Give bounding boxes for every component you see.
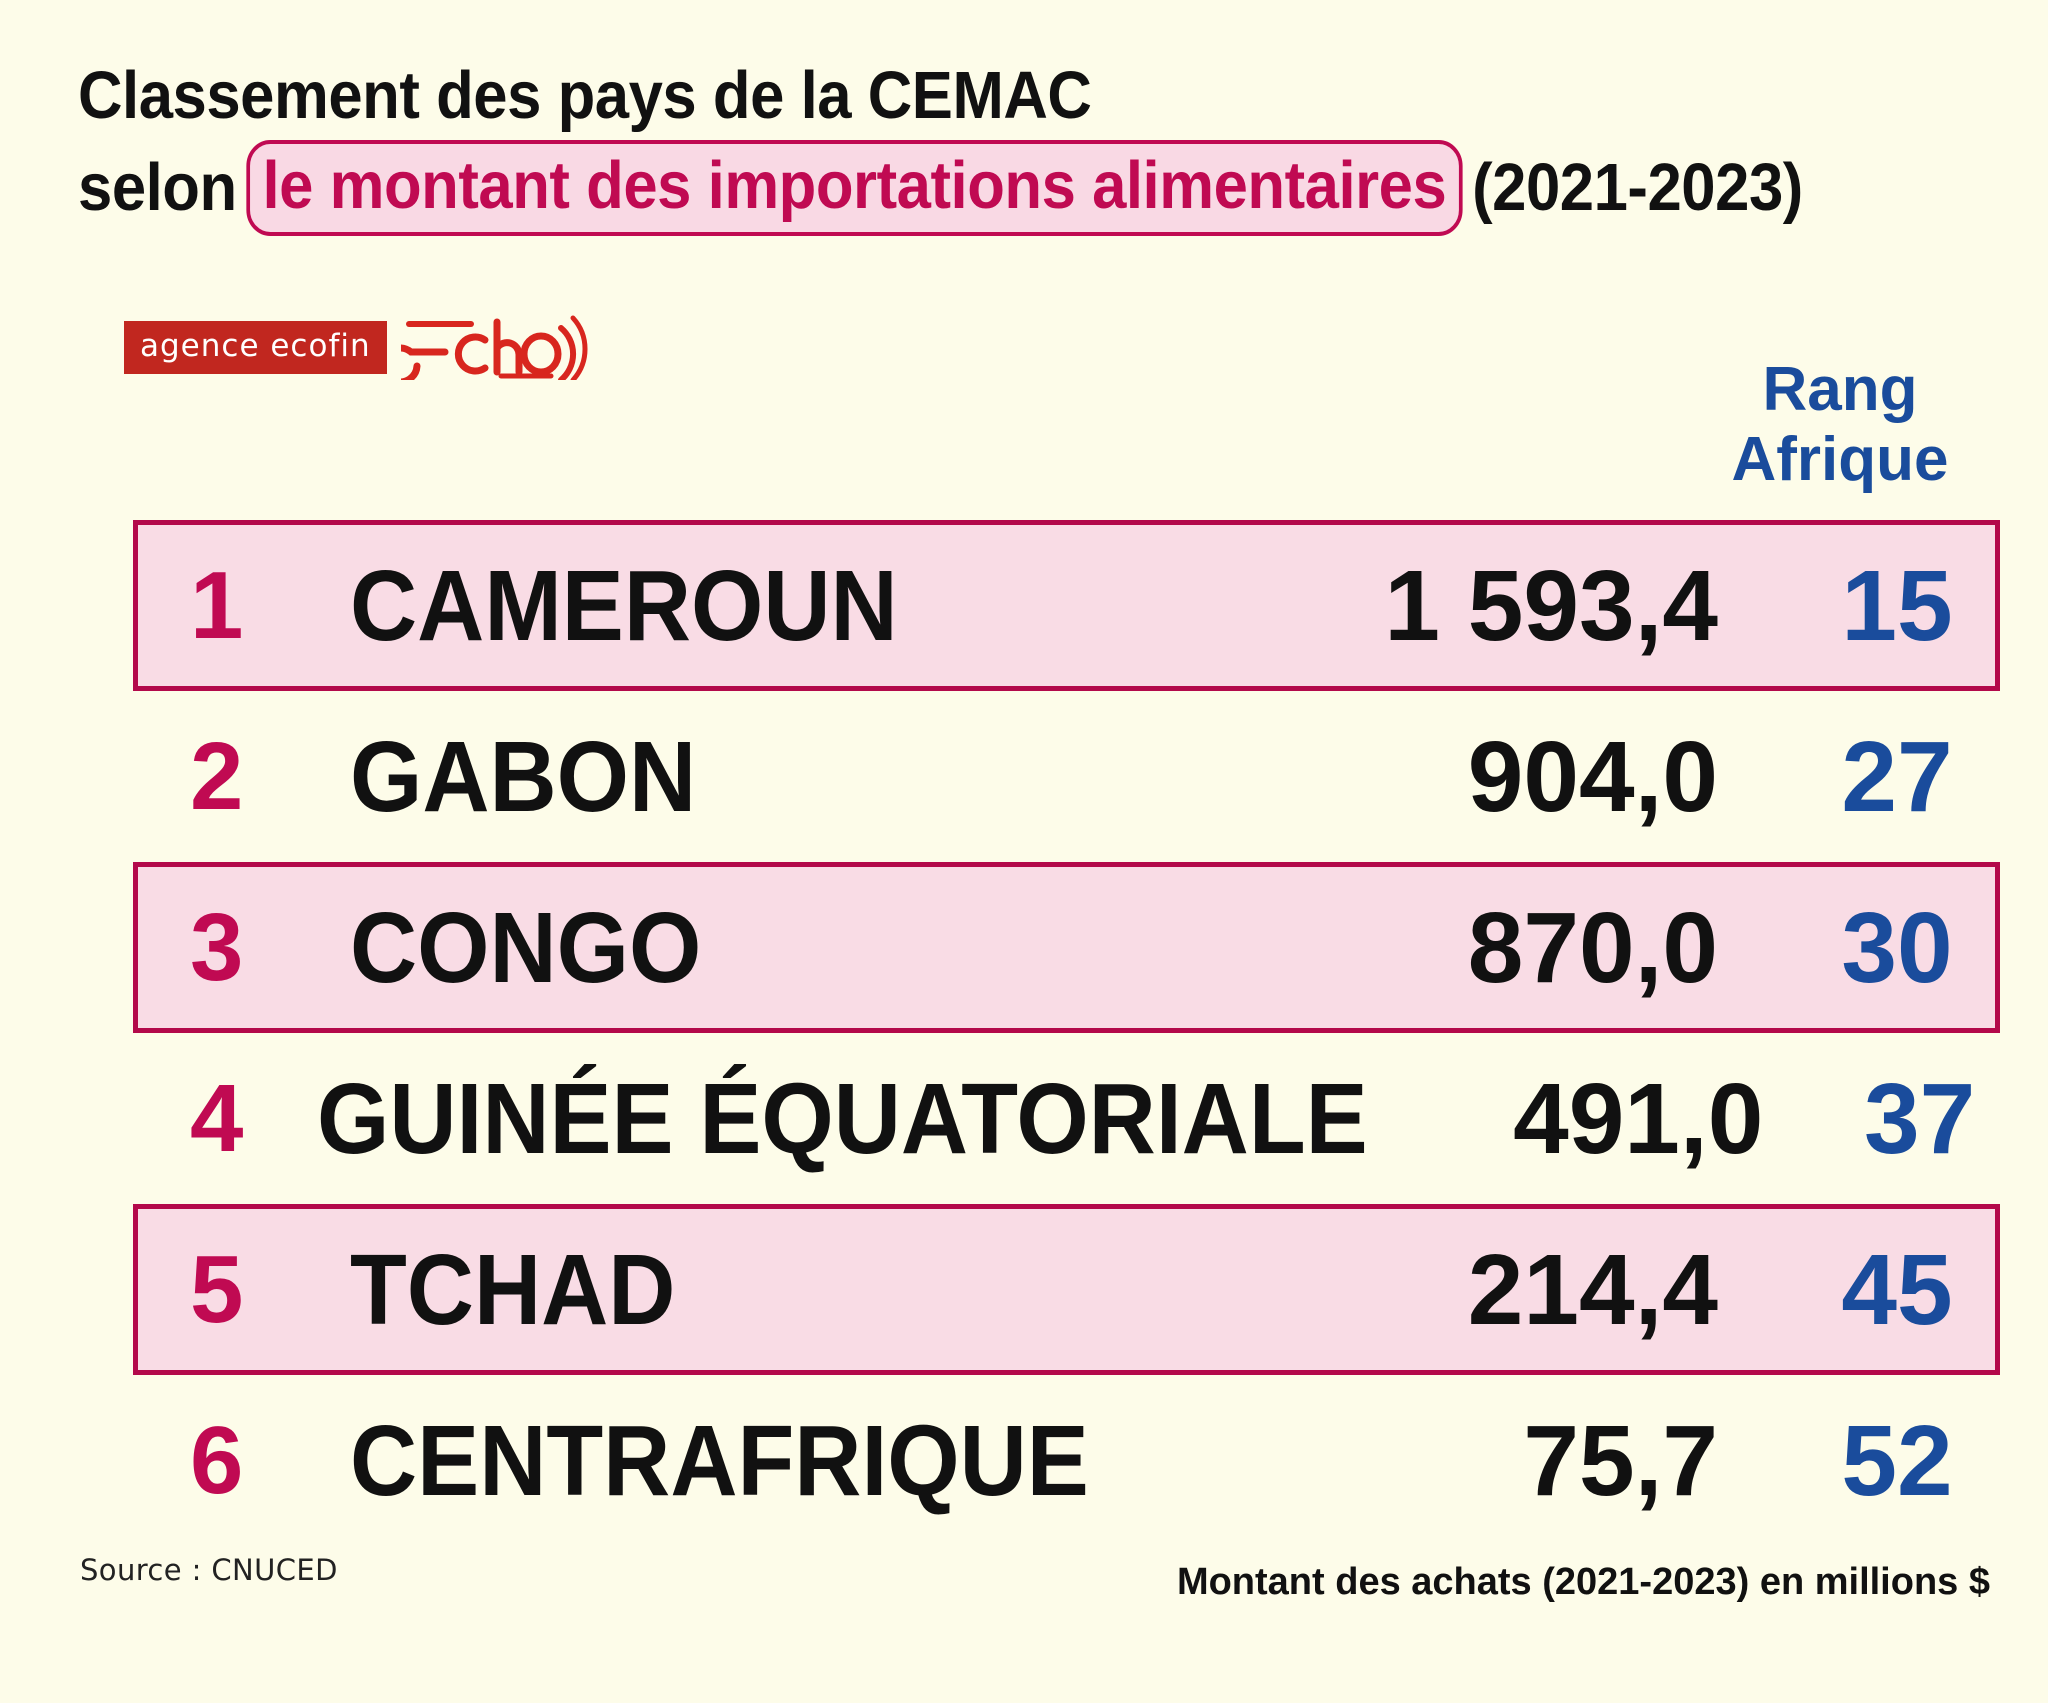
table-row: 4 GUINÉE ÉQUATORIALE 491,0 37 xyxy=(0,1033,2048,1204)
row-highlight-band xyxy=(133,862,2000,1033)
row-import-value: 75,7 xyxy=(1523,1404,1718,1517)
value-unit-legend: Montant des achats (2021-2023) en millio… xyxy=(1176,1561,1990,1603)
row-country-name: CENTRAFRIQUE xyxy=(350,1404,1089,1517)
title-line-2: selon le montant des importations alimen… xyxy=(78,140,1826,236)
row-rank: 4 xyxy=(190,1064,244,1172)
row-rank: 6 xyxy=(190,1406,244,1514)
title-line-1: Classement des pays de la CEMAC xyxy=(78,58,1092,133)
agence-ecofin-logo[interactable]: agence ecofin xyxy=(124,320,387,374)
table-row: 2 GABON 904,0 27 xyxy=(0,691,2048,862)
row-africa-rank: 52 xyxy=(1841,1404,1953,1517)
title-prefix: selon xyxy=(78,150,237,225)
row-africa-rank: 27 xyxy=(1841,720,1953,833)
table-row: 3 CONGO 870,0 30 xyxy=(0,862,2048,1033)
row-africa-rank: 37 xyxy=(1864,1062,1976,1175)
africa-rank-column-header: Rang Afrique xyxy=(1690,355,1990,495)
source-note: Source : CNUCED xyxy=(80,1553,338,1587)
echo-logo[interactable] xyxy=(400,315,591,380)
page-title: Classement des pays de la CEMAC selon le… xyxy=(78,52,1978,236)
africa-rank-header-line1: Rang xyxy=(1762,355,1918,424)
row-import-value: 1 593,4 xyxy=(1384,549,1718,662)
row-country-name: GUINÉE ÉQUATORIALE xyxy=(316,1062,1368,1175)
agence-ecofin-label: agence ecofin xyxy=(140,327,371,364)
ranking-table: 1 CAMEROUN 1 593,4 15 2 GABON 904,0 27 3 CONGO 870… xyxy=(0,520,2048,1546)
row-africa-rank: 45 xyxy=(1841,1233,1953,1346)
row-import-value: 904,0 xyxy=(1467,720,1718,833)
row-country-name: CAMEROUN xyxy=(350,549,898,662)
row-highlight-band xyxy=(133,1204,2000,1375)
row-country-name: TCHAD xyxy=(350,1233,676,1346)
row-import-value: 491,0 xyxy=(1513,1062,1764,1175)
table-row: 5 TCHAD 214,4 45 xyxy=(0,1204,2048,1375)
title-period: (2021-2023) xyxy=(1472,150,1803,225)
table-row: 6 CENTRAFRIQUE 75,7 52 xyxy=(0,1375,2048,1546)
row-country-name: GABON xyxy=(350,720,697,833)
row-highlight-band xyxy=(133,520,2000,691)
title-highlight-box: le montant des importations alimentaires xyxy=(245,140,1463,236)
row-rank: 5 xyxy=(190,1235,244,1343)
row-rank: 3 xyxy=(190,893,244,1001)
brand-logos: agence ecofin xyxy=(124,315,591,380)
row-africa-rank: 30 xyxy=(1841,891,1953,1004)
table-row: 1 CAMEROUN 1 593,4 15 xyxy=(0,520,2048,691)
row-import-value: 870,0 xyxy=(1467,891,1718,1004)
row-rank: 2 xyxy=(190,722,244,830)
row-rank: 1 xyxy=(190,551,244,659)
africa-rank-header-line2: Afrique xyxy=(1731,425,1949,494)
row-africa-rank: 15 xyxy=(1841,549,1953,662)
row-import-value: 214,4 xyxy=(1467,1233,1718,1346)
echo-wordmark-icon xyxy=(400,315,588,380)
row-country-name: CONGO xyxy=(350,891,702,1004)
